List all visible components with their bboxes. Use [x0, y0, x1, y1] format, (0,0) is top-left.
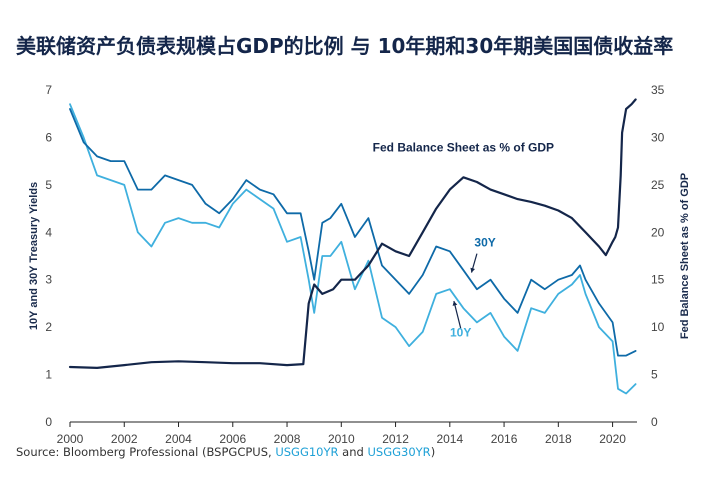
x-tick-label: 2014	[436, 432, 463, 446]
y-left-tick-label: 5	[45, 178, 52, 192]
y-right-tick-label: 25	[651, 178, 665, 192]
y-left-tick-label: 4	[45, 225, 52, 239]
y-left-tick-label: 3	[45, 273, 52, 287]
y-right-tick-label: 0	[651, 415, 658, 429]
x-tick-label: 2006	[219, 432, 246, 446]
y-right-tick-label: 20	[651, 225, 665, 239]
y-right-tick-label: 35	[651, 83, 665, 97]
x-tick-label: 2020	[599, 432, 626, 446]
y-left-tick-label: 1	[45, 368, 52, 382]
y-right-tick-label: 30	[651, 130, 665, 144]
annotation-10y-arrow	[453, 300, 462, 329]
x-tick-label: 2000	[57, 432, 84, 446]
series-lines	[68, 98, 637, 395]
x-tick-label: 2004	[165, 432, 192, 446]
source-link-30y[interactable]: USGG30YR	[367, 445, 431, 459]
y-right-tick-label: 5	[651, 368, 658, 382]
annotation-30y-arrow-head	[470, 267, 475, 273]
y-right-tick-label: 10	[651, 320, 665, 334]
chart-title: 美联储资产负债表规模占GDP的比例 与 10年期和30年期美国国债收益率	[16, 34, 674, 58]
source-suffix: )	[430, 445, 436, 459]
annotation-fed-balance-sheet-as-of-gdp: Fed Balance Sheet as % of GDP	[373, 141, 554, 155]
y-left-tick-label: 2	[45, 320, 52, 334]
source-mid: and	[338, 445, 368, 459]
annotations: Fed Balance Sheet as % of GDP 30Y 10Y	[373, 141, 554, 340]
y-left-tick-label: 7	[45, 83, 52, 97]
x-tick-label: 2012	[382, 432, 409, 446]
x-tick-label: 2010	[328, 432, 355, 446]
source-link-10y[interactable]: USGG10YR	[275, 445, 339, 459]
series-line-30y	[69, 108, 637, 357]
y-left-tick-label: 6	[45, 130, 52, 144]
x-tick-label: 2002	[111, 432, 138, 446]
x-tick-label: 2008	[274, 432, 301, 446]
y-left-axis-label: 10Y and 30Y Treasury Yields	[28, 182, 40, 330]
series-line-fed-balance-sheet-as-of-gdp	[68, 98, 637, 369]
source-prefix: Source: Bloomberg Professional (BSPGCPUS…	[16, 445, 276, 459]
y-right-tick-label: 15	[651, 273, 665, 287]
annotation-10y-arrow-head	[452, 301, 458, 306]
x-tick-label: 2016	[491, 432, 518, 446]
annotation-10y: 10Y	[450, 326, 471, 340]
x-tick-label: 2018	[545, 432, 572, 446]
series-line-10y	[69, 103, 637, 395]
source-note: Source: Bloomberg Professional (BSPGCPUS…	[16, 445, 435, 459]
y-right-axis-label: Fed Balance Sheet as % of GDP	[679, 173, 691, 339]
axes: 2000 2002 2004 2006 2008 2010 2012 2014 2016 2018…	[28, 83, 691, 446]
annotation-30y: 30Y	[474, 236, 495, 250]
y-left-tick-label: 0	[45, 415, 52, 429]
